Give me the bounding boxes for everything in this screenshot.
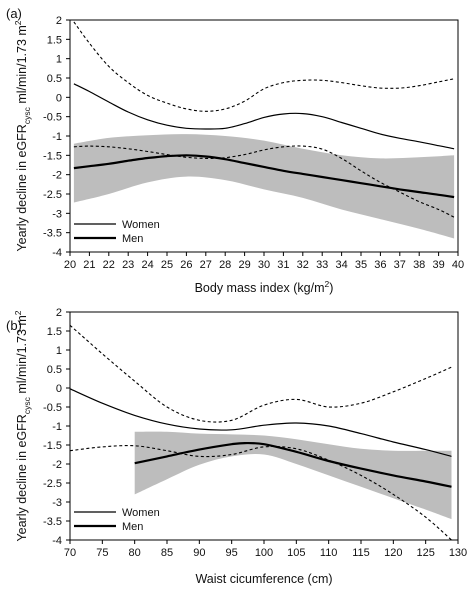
legend-men-label: Men [122, 233, 143, 245]
y-tick-label: 0.5 [47, 73, 62, 85]
x-tick-label: 30 [258, 259, 270, 271]
y-tick-label: -2 [52, 459, 62, 471]
x-tick-label: 25 [161, 259, 173, 271]
men-line [73, 154, 455, 199]
x-tick-label: 80 [129, 547, 141, 559]
y-tick-label: 0 [56, 92, 62, 104]
y-axis-label: Yearly decline in eGFRcysc ml/min/1.73 m… [13, 310, 32, 541]
y-tick-label: 0.5 [47, 364, 62, 376]
y-tick-label: -1.5 [43, 440, 62, 452]
y-tick-label: -3.5 [43, 516, 62, 528]
panel-b: 2 1.5 1 0.5 0 -0.5 -1 -1.5 -2 -2.5 -3 -3.5 -470 75 80 8… [6, 307, 467, 586]
x-tick-label: 120 [384, 547, 402, 559]
x-tick-label: 39 [432, 259, 444, 271]
x-tick-label: 110 [320, 547, 338, 559]
x-tick-label: 36 [374, 259, 386, 271]
x-tick-label: 100 [255, 547, 273, 559]
x-tick-label: 32 [297, 259, 309, 271]
legend: Women Men [74, 507, 160, 533]
x-tick-label: 35 [355, 259, 367, 271]
plot-frame [69, 311, 459, 541]
y-tick-label: -1 [52, 421, 62, 433]
y-tick-label: -2.5 [43, 189, 62, 201]
y-tick-label: 0 [56, 383, 62, 395]
x-tick-label: 29 [238, 259, 250, 271]
x-tick-label: 40 [452, 259, 464, 271]
y-tick-label: 2 [56, 15, 62, 27]
legend-women-label: Women [122, 219, 160, 231]
legend: Women Men [74, 219, 160, 245]
y-tick-label: -3 [52, 208, 62, 220]
x-tick-label: 34 [335, 259, 347, 271]
women-ci-upper-line [69, 324, 452, 423]
women-line [69, 388, 452, 457]
women-line [73, 83, 455, 150]
y-axis-label: Yearly decline in eGFRcysc ml/min/1.73 m… [13, 20, 32, 251]
x-tick-label: 22 [103, 259, 115, 271]
men-confidence-band [73, 134, 455, 239]
x-tick-label: 20 [64, 259, 76, 271]
y-tick-label: -0.5 [43, 402, 62, 414]
x-tick-label: 21 [83, 259, 95, 271]
y-tick-label: 1 [56, 54, 62, 66]
x-tick-label: 70 [64, 547, 76, 559]
women-ci-lower-line [69, 445, 452, 541]
men-confidence-band [134, 431, 452, 520]
x-tick-label: 130 [449, 547, 467, 559]
y-tick-label: -4 [52, 535, 62, 547]
x-tick-label: 90 [193, 547, 205, 559]
men-line [134, 441, 452, 488]
x-tick-label: 115 [352, 547, 370, 559]
y-tick-label: 1.5 [47, 326, 62, 338]
x-tick-label: 26 [180, 259, 192, 271]
x-axis-label: Body mass index (kg/m2) [195, 279, 334, 295]
panel-a: 2 1.5 1 0.5 0 -0.5 -1 -1.5 -2 -2.5 -3 -3.5 -420 21 22 2… [6, 6, 464, 295]
women-ci-upper-line [73, 21, 455, 112]
y-tick-label: -0.5 [43, 112, 62, 124]
women-ci-lower-line [73, 145, 455, 218]
x-tick-label: 28 [219, 259, 231, 271]
x-tick-label: 31 [277, 259, 289, 271]
x-tick-label: 23 [122, 259, 134, 271]
legend-women-label: Women [122, 507, 160, 519]
panel-label: (a) [6, 6, 22, 21]
x-tick-label: 37 [394, 259, 406, 271]
y-tick-label: -2 [52, 170, 62, 182]
y-tick-label: 2 [56, 307, 62, 319]
x-tick-label: 95 [226, 547, 238, 559]
x-tick-label: 125 [416, 547, 434, 559]
y-tick-label: -3 [52, 497, 62, 509]
x-tick-label: 27 [200, 259, 212, 271]
x-tick-label: 85 [161, 547, 173, 559]
y-tick-label: -1 [52, 131, 62, 143]
x-tick-label: 75 [96, 547, 108, 559]
legend-men-label: Men [122, 521, 143, 533]
y-tick-label: -1.5 [43, 150, 62, 162]
y-tick-label: -2.5 [43, 478, 62, 490]
y-tick-label: 1.5 [47, 34, 62, 46]
x-tick-label: 105 [287, 547, 305, 559]
x-tick-label: 33 [316, 259, 328, 271]
panel-label: (b) [6, 318, 22, 333]
y-tick-label: 1 [56, 345, 62, 357]
y-tick-label: -4 [52, 247, 62, 259]
y-tick-label: -3.5 [43, 228, 62, 240]
x-axis-label: Waist cicumference (cm) [195, 572, 332, 586]
x-tick-label: 24 [141, 259, 153, 271]
x-tick-label: 38 [413, 259, 425, 271]
